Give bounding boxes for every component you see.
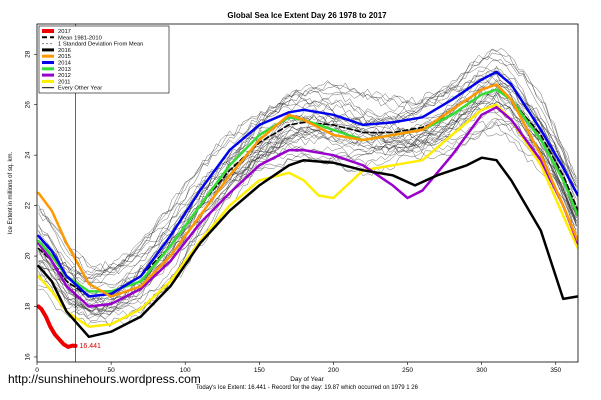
legend-entry-label: 2013 [58, 67, 71, 73]
y-tick-label: 18 [25, 303, 32, 311]
x-tick-label: 0 [35, 367, 39, 374]
series-line-2016 [37, 156, 578, 339]
legend-entry-label: 2012 [58, 73, 71, 79]
every-other-year-line [38, 86, 577, 302]
legend-entry-label: 2015 [58, 54, 71, 60]
watermark-url: http://sunshinehours.wordpress.com [8, 372, 201, 386]
legend-entry-label: 1 Standard Deviation From Mean [58, 42, 143, 48]
y-axis: 16 18 20 22 24 26 28 [25, 50, 37, 361]
y-tick-label: 24 [25, 151, 32, 159]
legend-box [38, 25, 170, 94]
y-tick-label: 20 [25, 252, 32, 260]
every-other-year-line [38, 121, 577, 326]
every-other-year-line [38, 80, 577, 301]
series-line-2011 [37, 103, 578, 328]
every-other-year-line [38, 56, 577, 284]
legend-entry-label: Mean 1981-2010 [58, 35, 102, 41]
y-axis-label: Ice Extent in millions of sq. km. [8, 151, 14, 234]
legend-entry-label: 2014 [58, 61, 72, 67]
every-other-year-line [38, 103, 577, 317]
every-other-year-line [38, 59, 577, 275]
x-tick-label: 50 [107, 367, 115, 374]
footer-note: Today's Ice Extent: 16.441 - Record for … [196, 385, 419, 391]
series-line-2012 [37, 105, 578, 308]
x-tick-label: 250 [402, 367, 413, 374]
every-other-year-line [38, 100, 577, 304]
x-tick-label: 100 [180, 367, 191, 374]
every-other-year-line [38, 117, 577, 327]
legend-entry-label: 2017 [58, 29, 71, 35]
x-tick-label: 300 [476, 367, 487, 374]
x-tick-label: 350 [550, 367, 561, 374]
y-tick-label: 26 [25, 101, 32, 109]
series-line-2015 [37, 83, 578, 298]
every-other-year-line [38, 81, 577, 283]
legend-entry-label: 2016 [58, 48, 71, 54]
every-other-year-line [38, 101, 577, 316]
chart-title: Global Sea Ice Extent Day 26 1978 to 201… [227, 11, 387, 20]
x-tick-label: 200 [328, 367, 339, 374]
y-tick-label: 22 [25, 202, 32, 210]
every-other-year-line [38, 105, 577, 320]
current-value-label: 16.441 [80, 343, 102, 350]
every-other-year-line [38, 48, 577, 279]
every-other-year-line [38, 94, 577, 307]
every-other-year-line [38, 90, 577, 310]
series-layer [37, 70, 578, 349]
legend-entry-label: Every Other Year [58, 86, 102, 92]
y-tick-label: 28 [25, 50, 32, 58]
legend-entry-label: 2011 [58, 79, 70, 85]
y-tick-label: 16 [25, 353, 32, 361]
every-other-year-line [38, 73, 577, 275]
x-tick-label: 150 [254, 367, 265, 374]
every-other-year-line [38, 95, 577, 316]
x-axis: 0 50 100 150 200 250 300 350 [35, 362, 562, 374]
every-other-year-line [38, 66, 577, 285]
every-other-year-line [38, 130, 577, 312]
every-other-year-line [38, 110, 577, 309]
every-other-year-line [38, 92, 577, 313]
plot-frame [36, 23, 579, 363]
x-axis-label: Day of Year [290, 376, 324, 383]
series-line-2017 [37, 304, 78, 349]
every-other-year-line [38, 52, 577, 272]
every-other-year-line [38, 67, 577, 295]
series-line-2014 [37, 70, 578, 298]
